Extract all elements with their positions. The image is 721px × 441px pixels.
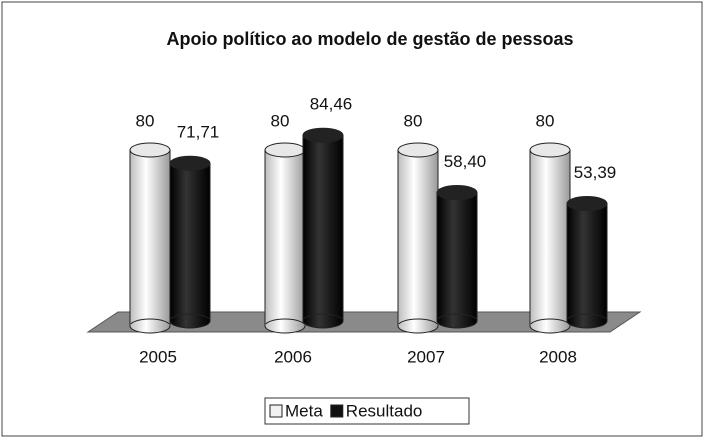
x-tick-label: 2005 — [139, 347, 177, 366]
cylinder-fill — [265, 324, 305, 326]
cylinder-top — [129, 142, 171, 158]
cylinder-top — [566, 196, 608, 212]
cylinder — [529, 142, 571, 334]
cylinder-top — [264, 142, 306, 158]
legend-label: Meta — [285, 401, 323, 420]
cylinder-fill — [437, 319, 477, 321]
x-tick-label: 2008 — [539, 347, 577, 366]
cylinder — [129, 142, 171, 334]
data-label: 84,46 — [310, 95, 353, 114]
cylinder-fill — [398, 324, 438, 326]
legend-swatch — [330, 404, 344, 418]
cylinder-body — [169, 162, 211, 322]
cylinder — [436, 185, 478, 329]
legend-label: Resultado — [346, 401, 423, 420]
cylinder-body — [566, 203, 608, 322]
cylinder-body — [397, 149, 439, 327]
data-label: 80 — [404, 111, 423, 130]
cylinder-fill — [303, 319, 343, 321]
cylinder-top — [397, 142, 439, 158]
cylinder — [302, 127, 344, 329]
cylinder-fill — [567, 319, 607, 321]
data-label: 80 — [136, 111, 155, 130]
cylinder-top — [302, 127, 344, 143]
x-tick-label: 2006 — [274, 347, 312, 366]
data-label: 58,40 — [444, 152, 487, 171]
data-label: 71,71 — [177, 123, 220, 142]
legend: Meta Resultado — [264, 397, 470, 425]
legend-box — [264, 397, 470, 425]
cylinder-body — [302, 134, 344, 322]
chart-border — [1, 1, 703, 437]
cylinder-fill — [170, 319, 210, 321]
cylinder — [566, 196, 608, 329]
cylinder — [169, 155, 211, 329]
cylinder-top — [436, 185, 478, 201]
cylinder-top — [529, 142, 571, 158]
data-label: 80 — [536, 111, 555, 130]
data-label: 53,39 — [574, 163, 617, 182]
data-label: 80 — [271, 111, 290, 130]
x-tick-label: 2007 — [407, 347, 445, 366]
cylinder — [264, 142, 306, 334]
cylinder-top — [169, 155, 211, 171]
legend-swatch — [269, 404, 283, 418]
cylinder-fill — [130, 324, 170, 326]
cylinder-body — [436, 192, 478, 322]
chart-title: Apoio político ao modelo de gestão de pe… — [166, 29, 573, 49]
cylinder-body — [529, 149, 571, 327]
cylinder — [397, 142, 439, 334]
cylinder-fill — [530, 324, 570, 326]
cylinder-body — [264, 149, 306, 327]
cylinder-body — [129, 149, 171, 327]
